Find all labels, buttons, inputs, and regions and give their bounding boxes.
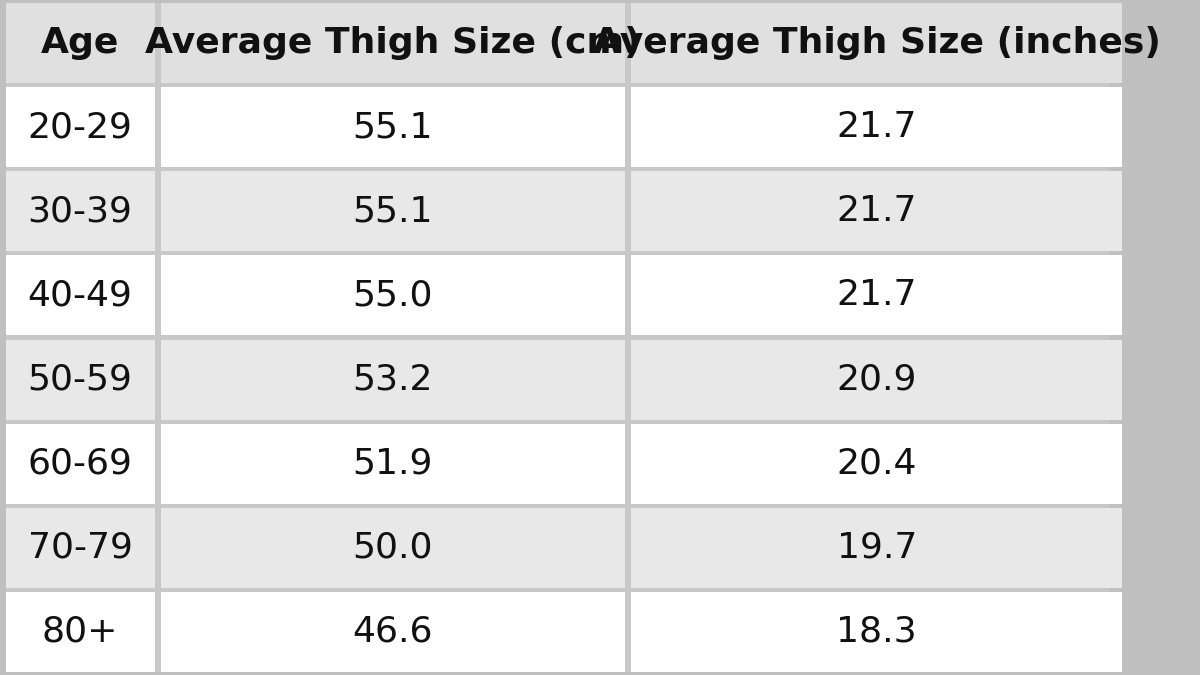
Text: 21.7: 21.7 [836, 279, 917, 313]
Bar [6, 424, 155, 504]
Text: 70-79: 70-79 [28, 531, 132, 564]
Text: 46.6: 46.6 [353, 615, 433, 649]
Text: 20.9: 20.9 [836, 362, 917, 396]
Text: 21.7: 21.7 [836, 111, 917, 144]
Bar [161, 508, 624, 587]
Text: 55.0: 55.0 [353, 279, 433, 313]
Bar [6, 340, 155, 419]
Text: 55.1: 55.1 [353, 111, 433, 144]
Bar [161, 3, 624, 83]
Bar [6, 3, 155, 83]
Text: Average Thigh Size (inches): Average Thigh Size (inches) [593, 26, 1160, 60]
Bar [631, 591, 1122, 672]
Bar [631, 508, 1122, 587]
Text: Age: Age [41, 26, 119, 60]
Bar [6, 591, 155, 672]
Text: 53.2: 53.2 [353, 362, 433, 396]
Text: 50-59: 50-59 [28, 362, 132, 396]
Text: 51.9: 51.9 [353, 447, 433, 481]
Bar [6, 171, 155, 252]
Bar [631, 3, 1122, 83]
Bar [161, 255, 624, 335]
Text: 30-39: 30-39 [28, 194, 132, 228]
Text: 18.3: 18.3 [836, 615, 917, 649]
Text: 40-49: 40-49 [28, 279, 132, 313]
Bar [631, 255, 1122, 335]
Bar [161, 340, 624, 419]
Bar [6, 255, 155, 335]
Text: Average Thigh Size (cm): Average Thigh Size (cm) [145, 26, 641, 60]
Bar [631, 340, 1122, 419]
Bar [161, 591, 624, 672]
Bar [631, 171, 1122, 252]
Text: 80+: 80+ [42, 615, 119, 649]
Bar [161, 171, 624, 252]
Bar [631, 87, 1122, 167]
Bar [161, 424, 624, 504]
Bar [161, 87, 624, 167]
Bar [631, 424, 1122, 504]
Text: 55.1: 55.1 [353, 194, 433, 228]
Text: 20-29: 20-29 [28, 111, 132, 144]
Text: 19.7: 19.7 [836, 531, 917, 564]
Bar [6, 87, 155, 167]
Text: 20.4: 20.4 [836, 447, 917, 481]
Text: 60-69: 60-69 [28, 447, 132, 481]
Text: 21.7: 21.7 [836, 194, 917, 228]
Text: 50.0: 50.0 [353, 531, 433, 564]
Bar [6, 508, 155, 587]
